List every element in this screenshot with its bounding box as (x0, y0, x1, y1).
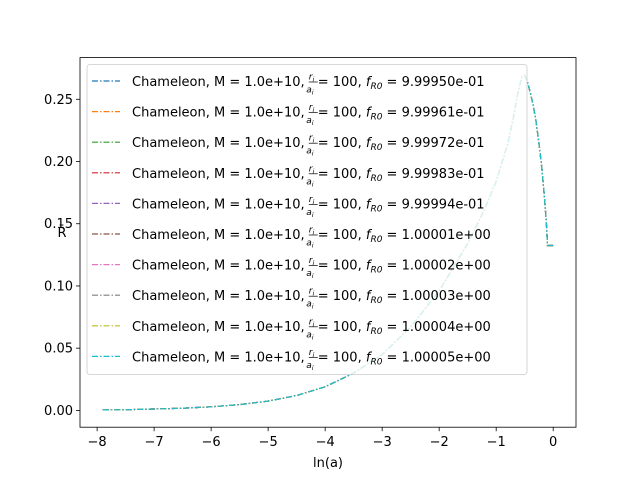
ticks-layer: −8 −7 −6 −5 −4 −3 −2 −1 0 0.00 0.05 0.10 0.15 0.20 0.2… (44, 93, 557, 450)
legend: Chameleon, M = 1.0e+10, ri ai = 100, fR0 … (86, 64, 528, 375)
y-tick-label: 0.00 (44, 404, 73, 419)
x-tick-label: 0 (549, 435, 557, 450)
x-tick-label: −5 (259, 435, 278, 450)
y-tick-label: 0.25 (44, 93, 73, 108)
legend-label: Chameleon, M = 1.0e+10, ri ai = 100, fR0 … (132, 226, 491, 250)
legend-label: Chameleon, M = 1.0e+10, ri ai = 100, fR0 … (132, 287, 491, 311)
legend-label: Chameleon, M = 1.0e+10, ri ai = 100, fR0 … (132, 348, 491, 372)
x-tick-label: −3 (373, 435, 392, 450)
y-tick-label: 0.05 (44, 342, 73, 357)
legend-label: Chameleon, M = 1.0e+10, ri ai = 100, fR0 … (132, 256, 491, 280)
y-tick-label: 0.20 (44, 155, 73, 170)
y-tick-label: 0.15 (44, 217, 73, 232)
legend-box (86, 64, 528, 375)
x-tick-label: −8 (88, 435, 107, 450)
legend-label: Chameleon, M = 1.0e+10, ri ai = 100, fR0 … (132, 103, 485, 127)
x-tick-label: −2 (430, 435, 449, 450)
x-tick-label: −1 (487, 435, 506, 450)
legend-label: Chameleon, M = 1.0e+10, ri ai = 100, fR0 … (132, 73, 485, 97)
x-tick-label: −4 (316, 435, 335, 450)
x-axis-label: ln(a) (313, 456, 343, 471)
x-tick-label: −6 (202, 435, 221, 450)
plot-frame (79, 57, 577, 428)
legend-label: Chameleon, M = 1.0e+10, ri ai = 100, fR0 … (132, 134, 485, 158)
legend-label: Chameleon, M = 1.0e+10, ri ai = 100, fR0 … (132, 195, 485, 219)
legend-label: Chameleon, M = 1.0e+10, ri ai = 100, fR0 … (132, 317, 491, 341)
x-tick-label: −7 (145, 435, 164, 450)
legend-label: Chameleon, M = 1.0e+10, ri ai = 100, fR0 … (132, 164, 485, 188)
y-axis-label: R̄ (57, 226, 66, 241)
y-tick-label: 0.10 (44, 279, 73, 294)
